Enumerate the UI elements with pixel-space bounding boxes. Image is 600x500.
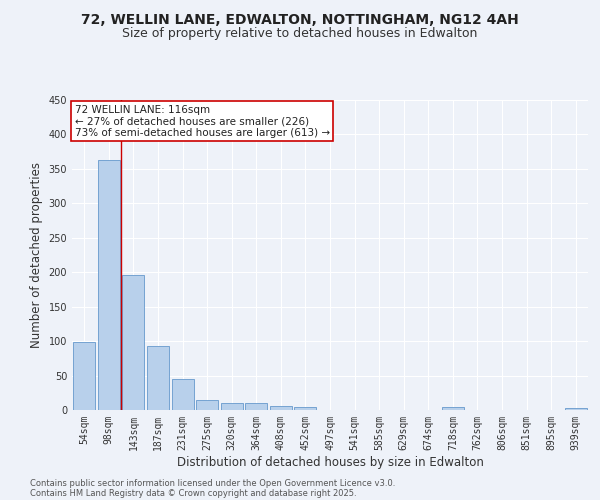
- Bar: [196, 400, 218, 410]
- Bar: [122, 275, 145, 410]
- Bar: [245, 403, 268, 410]
- Bar: [221, 403, 243, 410]
- Bar: [98, 160, 120, 410]
- Bar: [565, 408, 587, 410]
- Bar: [73, 342, 95, 410]
- Text: Size of property relative to detached houses in Edwalton: Size of property relative to detached ho…: [122, 28, 478, 40]
- Text: Contains HM Land Registry data © Crown copyright and database right 2025.: Contains HM Land Registry data © Crown c…: [30, 488, 356, 498]
- Bar: [295, 406, 316, 410]
- Bar: [172, 379, 194, 410]
- Y-axis label: Number of detached properties: Number of detached properties: [30, 162, 43, 348]
- Text: Contains public sector information licensed under the Open Government Licence v3: Contains public sector information licen…: [30, 478, 395, 488]
- X-axis label: Distribution of detached houses by size in Edwalton: Distribution of detached houses by size …: [176, 456, 484, 468]
- Text: 72, WELLIN LANE, EDWALTON, NOTTINGHAM, NG12 4AH: 72, WELLIN LANE, EDWALTON, NOTTINGHAM, N…: [81, 12, 519, 26]
- Bar: [147, 346, 169, 410]
- Text: 72 WELLIN LANE: 116sqm
← 27% of detached houses are smaller (226)
73% of semi-de: 72 WELLIN LANE: 116sqm ← 27% of detached…: [74, 104, 330, 138]
- Bar: [442, 406, 464, 410]
- Bar: [270, 406, 292, 410]
